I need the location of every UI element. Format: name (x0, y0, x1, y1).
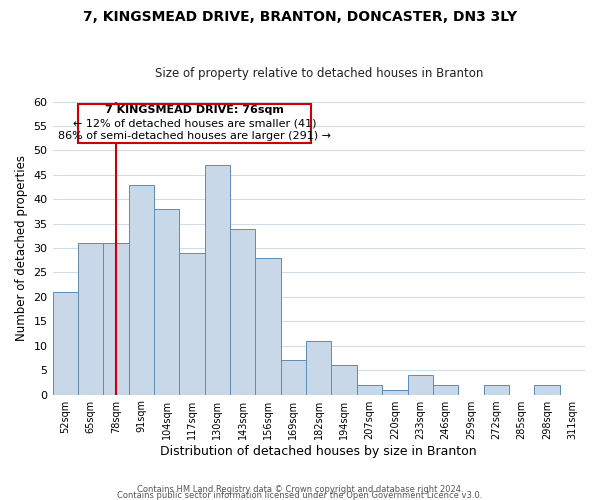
Bar (230, 228, 256, 394)
Text: Contains HM Land Registry data © Crown copyright and database right 2024.: Contains HM Land Registry data © Crown c… (137, 484, 463, 494)
Bar (331, 366, 357, 394)
Bar (433, 385, 458, 394)
Bar (53, 292, 78, 394)
Text: Contains public sector information licensed under the Open Government Licence v3: Contains public sector information licen… (118, 490, 482, 500)
Bar (357, 385, 382, 394)
Bar (281, 360, 306, 394)
Bar (78, 243, 103, 394)
Title: Size of property relative to detached houses in Branton: Size of property relative to detached ho… (155, 66, 483, 80)
Text: ← 12% of detached houses are smaller (41): ← 12% of detached houses are smaller (41… (73, 118, 316, 128)
Bar (484, 385, 509, 394)
Bar (205, 165, 230, 394)
FancyBboxPatch shape (78, 104, 311, 143)
X-axis label: Distribution of detached houses by size in Branton: Distribution of detached houses by size … (160, 444, 477, 458)
Bar (103, 243, 128, 394)
Bar (128, 184, 154, 394)
Text: 86% of semi-detached houses are larger (291) →: 86% of semi-detached houses are larger (… (58, 131, 331, 141)
Bar (179, 253, 205, 394)
Bar (306, 341, 331, 394)
Bar (534, 385, 560, 394)
Text: 7 KINGSMEAD DRIVE: 76sqm: 7 KINGSMEAD DRIVE: 76sqm (105, 106, 284, 116)
Bar (256, 258, 281, 394)
Bar (407, 375, 433, 394)
Bar (154, 209, 179, 394)
Text: 7, KINGSMEAD DRIVE, BRANTON, DONCASTER, DN3 3LY: 7, KINGSMEAD DRIVE, BRANTON, DONCASTER, … (83, 10, 517, 24)
Y-axis label: Number of detached properties: Number of detached properties (15, 155, 28, 341)
Bar (382, 390, 407, 394)
